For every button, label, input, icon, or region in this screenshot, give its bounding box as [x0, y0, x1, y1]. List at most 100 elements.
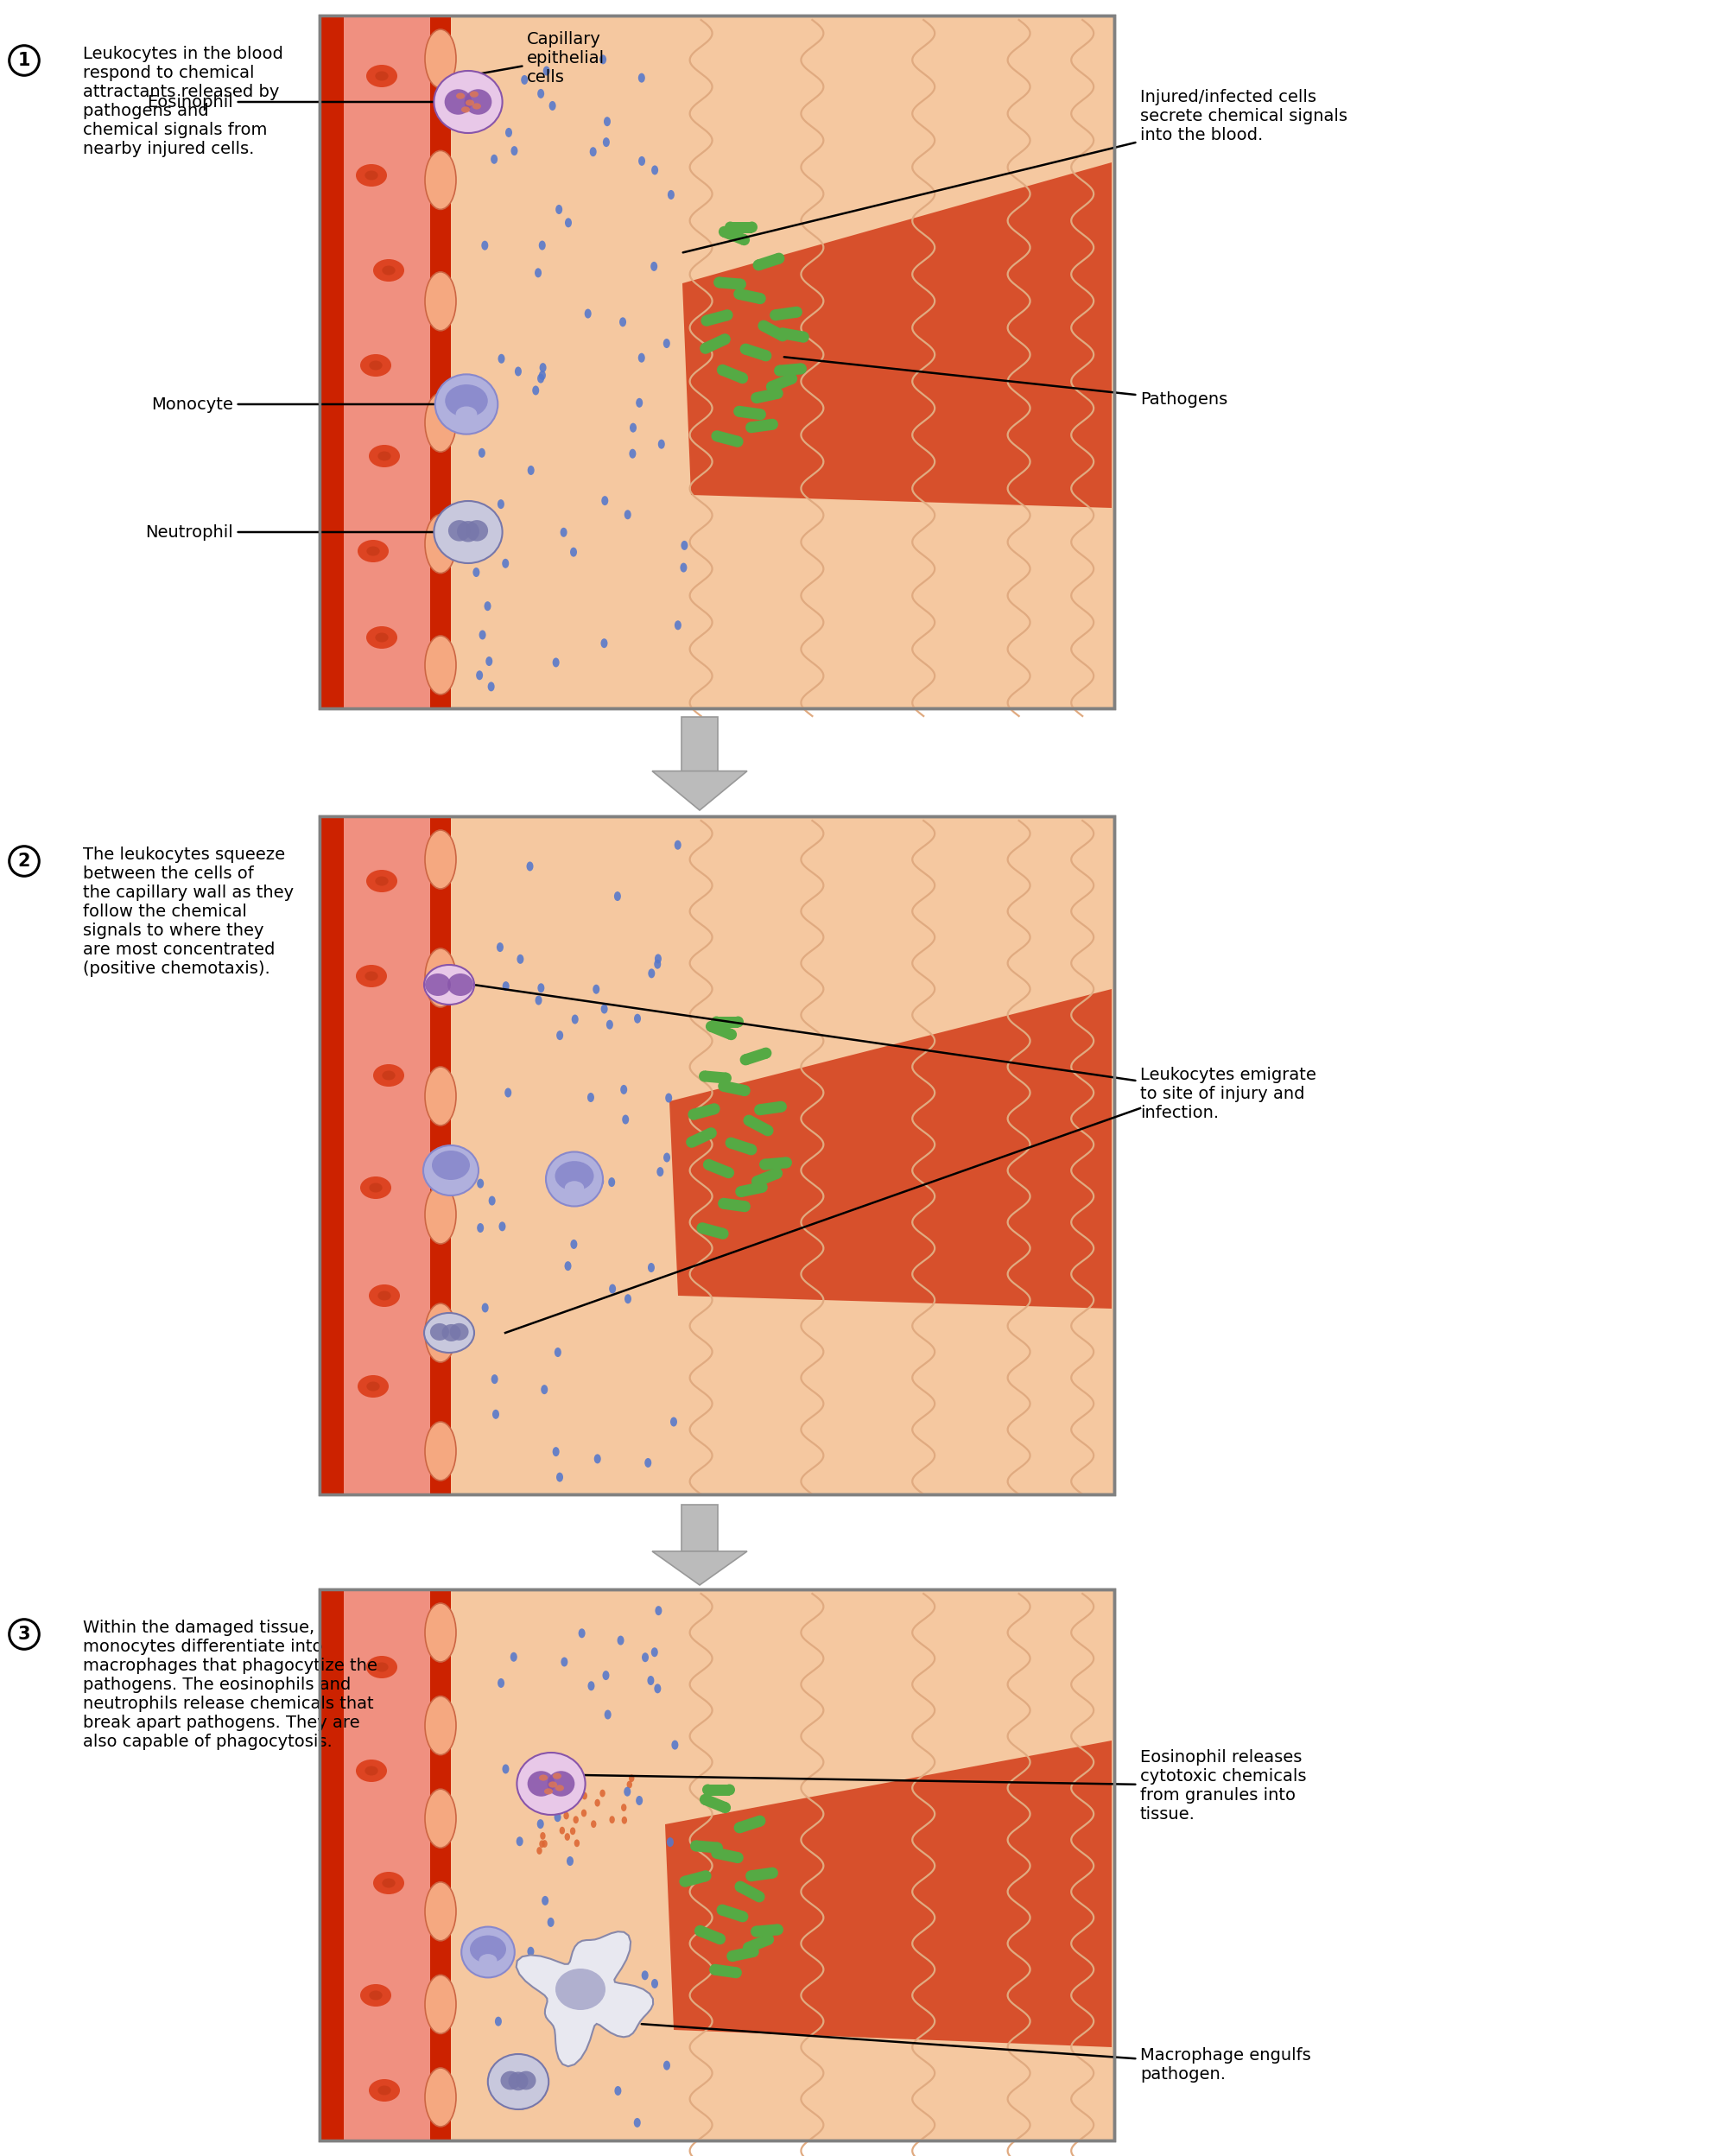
Ellipse shape — [546, 1917, 553, 1927]
Ellipse shape — [711, 1841, 723, 1854]
Ellipse shape — [620, 1084, 627, 1095]
Ellipse shape — [424, 949, 455, 1007]
Text: 3: 3 — [17, 1626, 31, 1643]
Ellipse shape — [497, 1677, 503, 1688]
Polygon shape — [715, 1848, 739, 1863]
Ellipse shape — [476, 1179, 483, 1188]
Ellipse shape — [557, 1031, 564, 1039]
Text: Neutrophil: Neutrophil — [146, 524, 442, 541]
Ellipse shape — [608, 1177, 615, 1188]
Ellipse shape — [637, 73, 644, 82]
Ellipse shape — [734, 1880, 746, 1893]
Polygon shape — [739, 1181, 763, 1197]
Ellipse shape — [600, 1789, 605, 1798]
Polygon shape — [775, 306, 797, 321]
Ellipse shape — [433, 71, 502, 134]
Ellipse shape — [495, 2016, 502, 2027]
Ellipse shape — [553, 1813, 560, 1822]
Polygon shape — [668, 990, 1112, 1309]
Ellipse shape — [737, 373, 747, 384]
Ellipse shape — [481, 1302, 488, 1313]
Ellipse shape — [766, 418, 778, 429]
Ellipse shape — [515, 1837, 522, 1846]
Polygon shape — [710, 1022, 734, 1039]
Ellipse shape — [795, 362, 806, 375]
Ellipse shape — [543, 67, 550, 75]
Ellipse shape — [608, 1815, 615, 1824]
Ellipse shape — [488, 1197, 495, 1205]
Ellipse shape — [378, 2085, 390, 2096]
Ellipse shape — [735, 278, 746, 289]
Text: Injured/infected cells
secrete chemical signals
into the blood.: Injured/infected cells secrete chemical … — [682, 88, 1347, 252]
Ellipse shape — [663, 338, 670, 347]
Ellipse shape — [752, 259, 765, 272]
Ellipse shape — [584, 308, 591, 319]
Ellipse shape — [706, 1020, 716, 1033]
Ellipse shape — [361, 1984, 392, 2007]
Ellipse shape — [472, 567, 479, 578]
Polygon shape — [778, 362, 801, 377]
Ellipse shape — [502, 558, 509, 569]
Ellipse shape — [529, 2076, 536, 2085]
Bar — [320, 1589, 344, 2141]
Ellipse shape — [734, 405, 744, 416]
Ellipse shape — [373, 1871, 404, 1895]
Ellipse shape — [505, 1089, 512, 1097]
Ellipse shape — [555, 205, 562, 213]
Ellipse shape — [703, 1160, 715, 1171]
Polygon shape — [754, 388, 778, 403]
Ellipse shape — [539, 1841, 545, 1848]
Ellipse shape — [381, 1072, 395, 1080]
Ellipse shape — [514, 367, 521, 375]
Polygon shape — [665, 1740, 1112, 2048]
Bar — [344, 1589, 430, 2141]
Polygon shape — [682, 162, 1112, 509]
Polygon shape — [701, 1222, 723, 1240]
Ellipse shape — [555, 1162, 593, 1190]
Ellipse shape — [502, 1764, 509, 1774]
Polygon shape — [704, 310, 728, 326]
Ellipse shape — [704, 1128, 716, 1138]
Ellipse shape — [357, 539, 388, 563]
Ellipse shape — [588, 1682, 594, 1690]
Ellipse shape — [366, 625, 397, 649]
Polygon shape — [746, 1115, 770, 1136]
Ellipse shape — [699, 1794, 711, 1805]
Ellipse shape — [601, 1671, 610, 1680]
Ellipse shape — [634, 1013, 641, 1024]
Ellipse shape — [641, 1971, 648, 1979]
Polygon shape — [739, 405, 761, 420]
Text: Capillary
epithelial
cells: Capillary epithelial cells — [445, 30, 605, 86]
Ellipse shape — [603, 138, 610, 147]
Ellipse shape — [455, 93, 464, 99]
Ellipse shape — [546, 1151, 603, 1205]
Polygon shape — [756, 252, 780, 270]
Ellipse shape — [759, 349, 771, 362]
Ellipse shape — [754, 1104, 765, 1115]
Ellipse shape — [624, 509, 631, 520]
Polygon shape — [698, 1925, 722, 1945]
Ellipse shape — [629, 448, 636, 459]
Ellipse shape — [593, 985, 600, 994]
Bar — [430, 15, 450, 709]
Ellipse shape — [533, 386, 539, 395]
Ellipse shape — [699, 1072, 710, 1082]
Ellipse shape — [515, 2072, 536, 2089]
Text: 2: 2 — [17, 852, 31, 869]
Ellipse shape — [771, 1923, 783, 1936]
Ellipse shape — [460, 106, 469, 112]
Ellipse shape — [369, 444, 400, 468]
Bar — [320, 1589, 1113, 2141]
Ellipse shape — [759, 1048, 771, 1059]
Ellipse shape — [620, 1805, 627, 1811]
Ellipse shape — [703, 1785, 713, 1796]
Ellipse shape — [502, 981, 509, 992]
Bar — [430, 1589, 450, 2141]
Ellipse shape — [538, 241, 545, 250]
Ellipse shape — [600, 54, 606, 65]
Ellipse shape — [361, 354, 392, 377]
Ellipse shape — [725, 1136, 735, 1149]
Ellipse shape — [617, 1636, 624, 1645]
Ellipse shape — [773, 252, 783, 263]
Ellipse shape — [517, 1753, 586, 1815]
